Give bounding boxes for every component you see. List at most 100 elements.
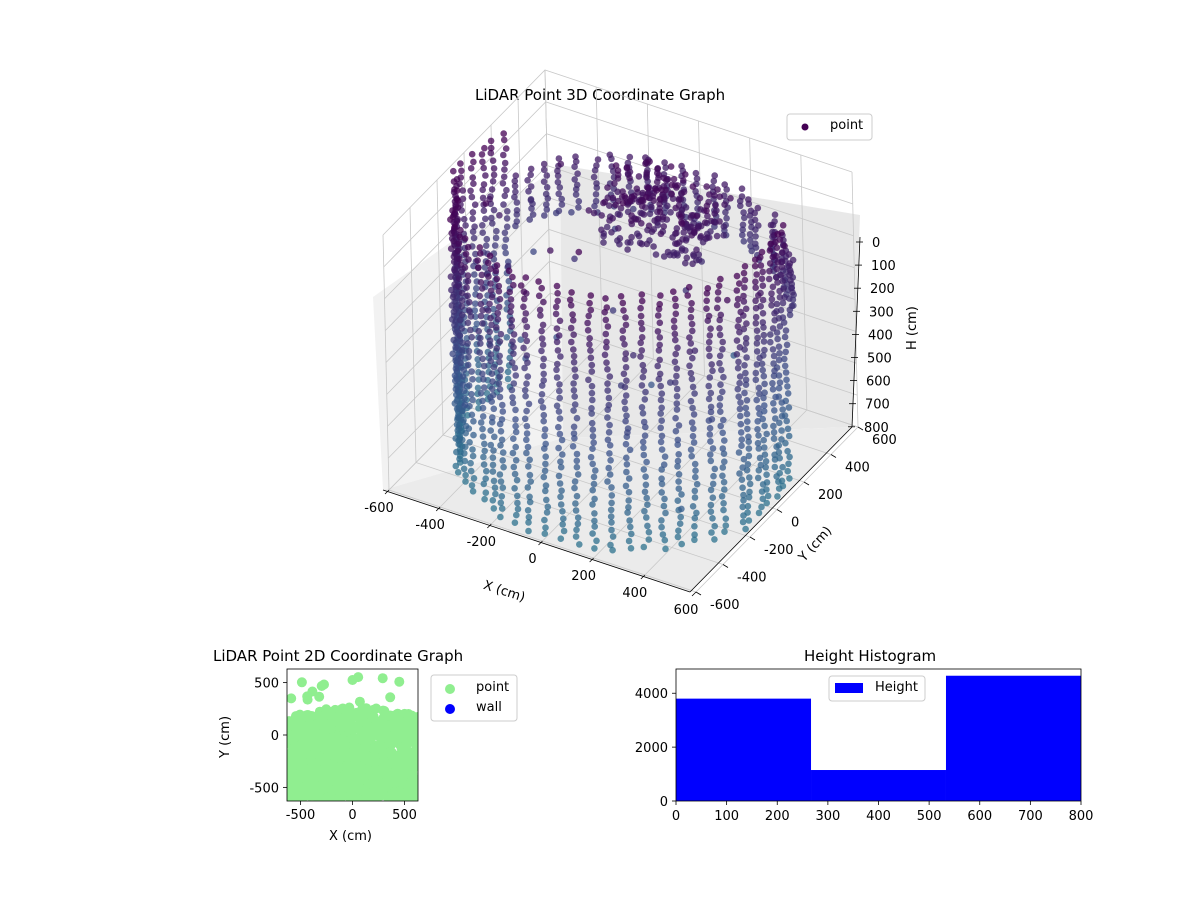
point-3d xyxy=(510,435,517,443)
point-3d xyxy=(772,393,779,401)
point-3d xyxy=(510,281,517,289)
point-3d xyxy=(450,237,458,245)
point-3d xyxy=(589,426,597,434)
point-3d xyxy=(737,399,744,406)
point-3d xyxy=(648,203,655,211)
point-3d xyxy=(774,335,781,343)
point-3d xyxy=(468,411,476,419)
point-3d xyxy=(514,505,522,513)
point-3d xyxy=(457,353,465,361)
point-3d xyxy=(538,335,546,342)
point-3d xyxy=(767,331,774,338)
x-tick-label-hist: 200 xyxy=(765,809,790,824)
point-2d xyxy=(368,743,379,754)
point-3d xyxy=(742,335,750,342)
point-3d xyxy=(487,144,495,152)
point-3d xyxy=(600,239,607,246)
point-3d xyxy=(520,303,527,311)
point-3d xyxy=(541,467,549,475)
point-3d xyxy=(512,443,519,451)
point-3d xyxy=(528,205,535,212)
point-3d xyxy=(740,269,748,277)
point-3d xyxy=(487,149,495,157)
point-3d xyxy=(573,492,581,500)
point-3d xyxy=(624,246,631,253)
point-3d xyxy=(451,372,459,379)
point-3d xyxy=(590,473,598,481)
point-3d xyxy=(769,253,777,261)
point-3d xyxy=(653,178,661,186)
point-3d xyxy=(707,403,715,411)
point-3d xyxy=(478,151,486,158)
point-3d xyxy=(512,457,520,464)
point-3d xyxy=(510,343,517,351)
point-3d xyxy=(571,176,578,183)
point-3d xyxy=(628,217,635,224)
point-3d xyxy=(589,486,596,494)
point-3d xyxy=(611,180,618,187)
point-3d xyxy=(496,352,504,360)
y-tick xyxy=(722,564,729,568)
point-3d xyxy=(758,488,766,495)
point-3d xyxy=(461,395,468,402)
point-3d xyxy=(678,220,686,227)
point-3d xyxy=(464,340,472,347)
point-3d xyxy=(770,435,778,443)
point-3d xyxy=(738,193,746,200)
pane-floor xyxy=(383,427,852,592)
point-2d xyxy=(389,773,400,783)
point-3d xyxy=(547,247,554,254)
point-3d xyxy=(641,507,648,515)
point-3d xyxy=(523,430,531,437)
point-3d xyxy=(673,385,681,393)
point-3d xyxy=(755,467,763,474)
point-3d xyxy=(570,430,578,437)
point-3d xyxy=(589,501,596,508)
point-3d xyxy=(706,191,713,198)
point-3d xyxy=(505,267,513,275)
point-3d xyxy=(716,402,724,409)
point-3d xyxy=(507,308,514,316)
y-tick-label: 600 xyxy=(872,433,897,448)
point-3d xyxy=(626,517,633,524)
point-3d xyxy=(530,248,537,255)
z-tick-label: 300 xyxy=(869,305,894,320)
point-3d xyxy=(557,463,565,471)
point-2d xyxy=(394,676,405,687)
point-3d xyxy=(542,460,549,468)
point-3d xyxy=(608,526,615,534)
point-3d xyxy=(776,287,783,295)
point-3d xyxy=(688,452,695,460)
point-3d xyxy=(779,463,786,471)
point-3d xyxy=(520,288,528,296)
point-3d xyxy=(496,373,504,381)
point-3d xyxy=(499,180,507,187)
point-3d xyxy=(705,312,713,320)
point-3d xyxy=(719,388,726,396)
point-3d xyxy=(771,463,779,471)
point-3d xyxy=(514,492,521,500)
point-3d xyxy=(606,442,614,449)
point-3d xyxy=(480,164,488,172)
point-3d xyxy=(704,234,711,241)
point-3d xyxy=(559,451,566,458)
point-3d xyxy=(706,431,714,438)
point-3d xyxy=(503,223,511,231)
point-3d xyxy=(558,195,565,203)
point-3d xyxy=(722,515,730,522)
point-3d xyxy=(609,194,617,202)
point-3d xyxy=(490,165,498,172)
point-3d xyxy=(473,285,480,292)
legend-3d-marker xyxy=(801,123,809,131)
point-3d xyxy=(691,494,699,501)
point-3d xyxy=(464,292,471,300)
point-3d xyxy=(711,172,718,179)
point-3d xyxy=(623,412,630,420)
x-tick-label-2d: -500 xyxy=(286,808,316,823)
point-3d xyxy=(489,468,497,475)
point-3d xyxy=(524,359,531,367)
point-3d xyxy=(719,346,726,353)
point-3d xyxy=(690,439,698,446)
point-3d xyxy=(788,284,796,292)
point-3d xyxy=(571,366,579,373)
